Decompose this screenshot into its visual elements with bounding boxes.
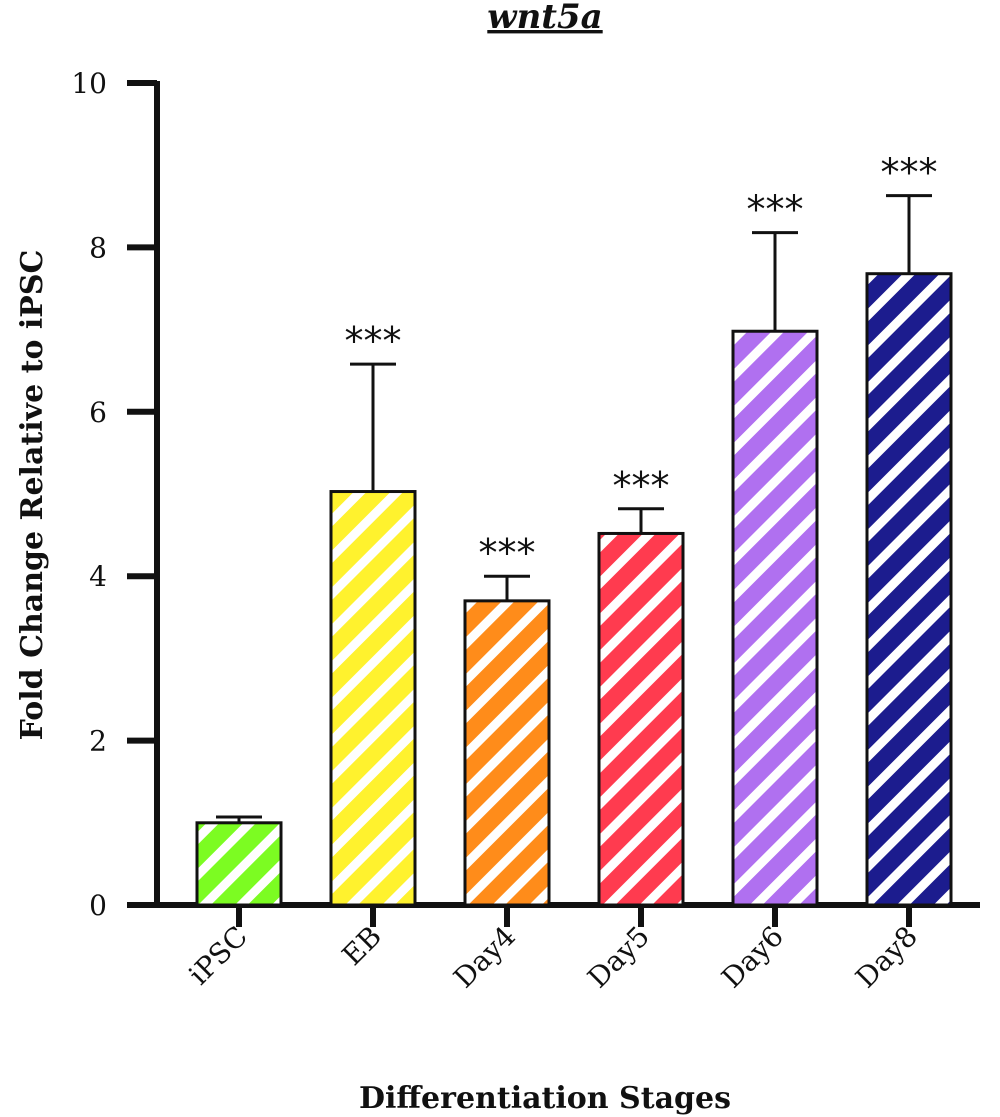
significance-marker: *** xyxy=(747,188,804,232)
y-tick-label: 8 xyxy=(89,231,107,264)
x-tick-labels: iPSC EB Day4 Day5 Day6 Day8 xyxy=(182,920,924,995)
x-tick-label: iPSC xyxy=(182,920,254,992)
x-tick-label: Day4 xyxy=(447,920,522,995)
significance-marker: *** xyxy=(881,151,938,195)
y-tick-label: 4 xyxy=(89,560,107,593)
x-tick-label: Day5 xyxy=(581,920,656,995)
bar-day6 xyxy=(731,329,819,907)
y-tick-label: 2 xyxy=(89,725,107,758)
x-tick-label: EB xyxy=(336,920,388,972)
bar-day8 xyxy=(865,272,953,907)
bar-eb xyxy=(329,490,417,907)
x-axis xyxy=(154,902,980,927)
y-axis-label: Fold Change Relative to iPSC xyxy=(15,250,50,741)
x-tick-label: Day8 xyxy=(849,920,924,995)
y-tick-label: 10 xyxy=(71,67,107,100)
significance-marker: *** xyxy=(345,319,402,363)
error-bars-group xyxy=(216,194,932,823)
significance-marker: *** xyxy=(479,531,536,575)
y-tick-label: 0 xyxy=(89,889,107,922)
significance-marker: *** xyxy=(613,464,670,508)
y-tick-label: 6 xyxy=(89,396,107,429)
bars-group xyxy=(195,272,953,907)
x-axis-label: Differentiation Stages xyxy=(359,1081,731,1116)
bar-day4 xyxy=(463,599,551,907)
bar-day5 xyxy=(597,531,685,907)
x-tick-label: Day6 xyxy=(715,920,790,995)
chart-title: wnt5a xyxy=(487,0,602,37)
y-axis: 0 2 4 6 8 10 xyxy=(71,67,160,922)
significance-group: *** *** *** *** *** xyxy=(345,151,938,576)
bar-ipsc xyxy=(195,821,283,907)
